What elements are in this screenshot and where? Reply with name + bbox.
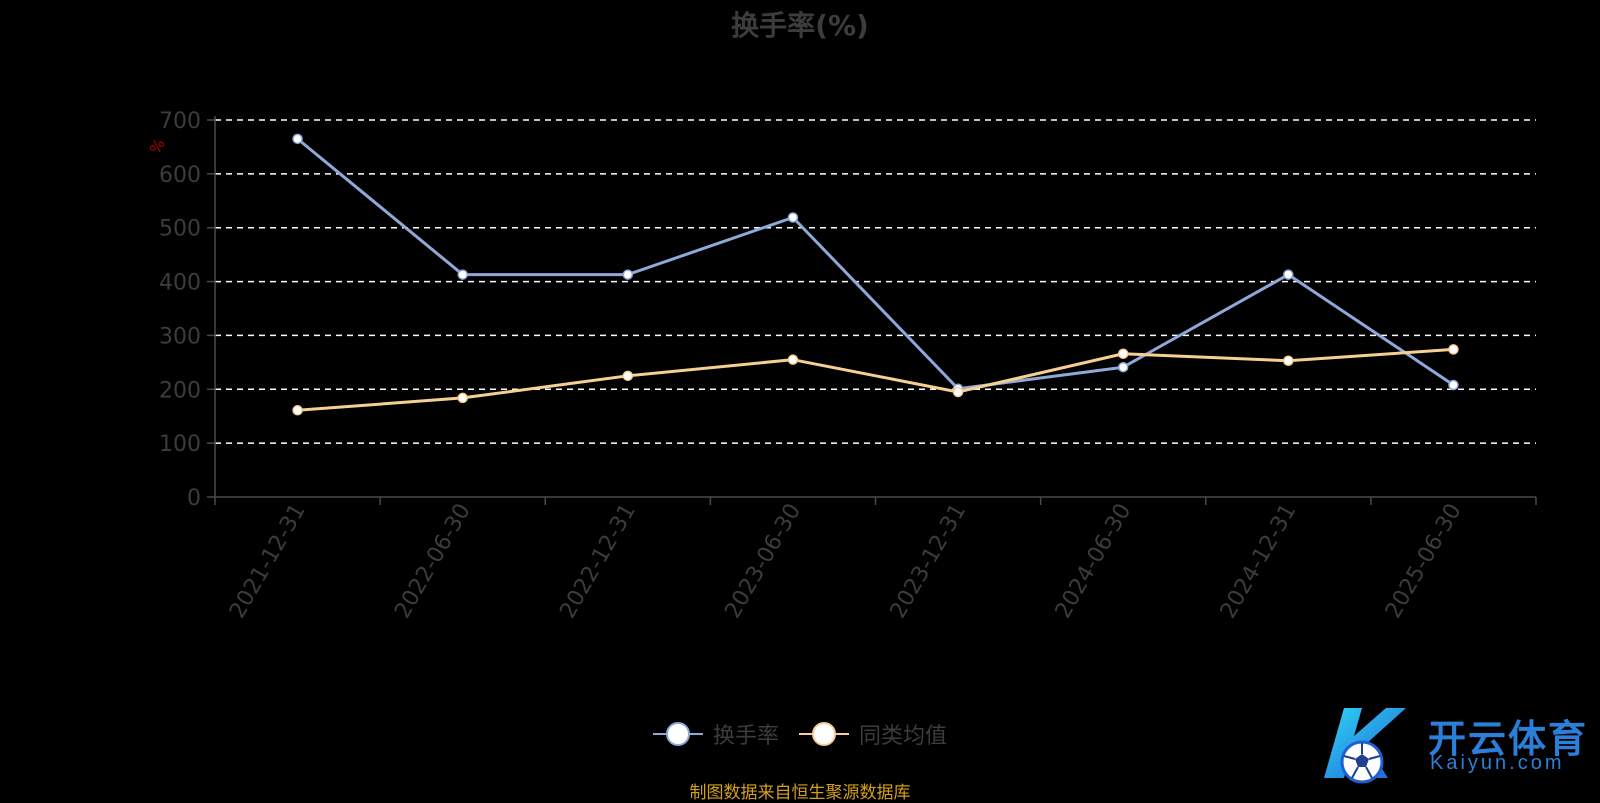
data-point	[1448, 344, 1459, 355]
chart-title: 换手率(%)	[731, 9, 869, 42]
legend-item-peer-average[interactable]: 同类均值	[799, 718, 947, 750]
brand-logo[interactable]: 开云体育 Kaiyun.com	[1310, 700, 1600, 790]
data-point	[457, 392, 468, 404]
data-point	[622, 370, 634, 382]
data-point	[1117, 348, 1129, 359]
y-tick-label: 700	[159, 109, 201, 134]
y-tick-label: 600	[159, 163, 201, 188]
legend-label-peer-average: 同类均值	[859, 724, 948, 749]
x-tick-label: 2022-06-30	[390, 500, 476, 623]
axes: 0 100 200 300 400 500 600 700 2021-12-31 2022-06-…	[159, 109, 1537, 623]
grid-lines	[215, 119, 1536, 444]
y-tick-label: 100	[159, 432, 201, 457]
x-tick-label: 2025-06-30	[1381, 500, 1467, 623]
legend-marker-peer-average	[799, 720, 849, 748]
x-tick-label: 2024-12-31	[1216, 500, 1302, 623]
data-point	[1283, 355, 1294, 366]
data-point	[622, 269, 634, 280]
data-source-note: 制图数据来自恒生聚源数据库	[689, 783, 911, 803]
legend-label-turnover: 换手率	[712, 724, 779, 749]
data-point	[457, 269, 468, 280]
x-tick-label: 2023-06-30	[721, 500, 807, 623]
soccer-ball-icon	[1324, 708, 1406, 784]
legend-marker-turnover	[652, 720, 703, 748]
x-tick-label: 2021-12-31	[225, 500, 311, 623]
y-tick-label: 400	[159, 271, 201, 296]
series-line	[297, 347, 1454, 412]
legend-item-turnover[interactable]: 换手率	[652, 718, 779, 750]
y-tick-label: 300	[159, 324, 201, 349]
data-point	[292, 133, 303, 145]
series-lines	[292, 133, 1459, 416]
legend: 换手率 同类均值	[0, 718, 1600, 750]
x-tick-label: 2024-06-30	[1051, 500, 1137, 623]
data-point	[1117, 361, 1129, 373]
series-line	[296, 137, 1455, 391]
data-point	[787, 212, 799, 223]
data-point	[292, 405, 303, 416]
logo-text-en: Kaiyun.com	[1430, 752, 1565, 774]
data-point	[1448, 379, 1459, 391]
data-point	[1283, 269, 1294, 280]
data-point	[787, 354, 799, 365]
y-tick-label: 200	[159, 378, 201, 403]
x-tick-label: 2023-12-31	[886, 500, 972, 623]
y-tick-label: 0	[187, 486, 201, 511]
logo-text-cn: 开云体育	[1428, 717, 1589, 761]
x-tick-label: 2022-12-31	[555, 500, 641, 623]
data-point	[952, 386, 964, 398]
y-tick-label: 500	[159, 217, 201, 242]
